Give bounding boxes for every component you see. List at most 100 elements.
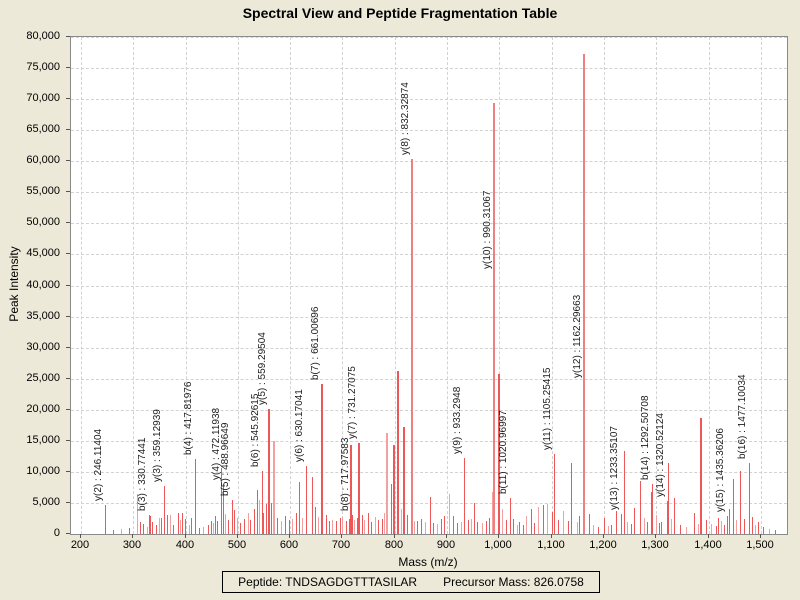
peak-bar [403,427,405,534]
fragment-peak-bar [321,384,323,534]
peak-bar [523,525,524,534]
fragment-peak-bar [652,484,653,534]
y-gridline [71,192,787,193]
fragment-peak-bar [105,505,106,534]
y-gridline [71,441,787,442]
x-gridline [81,37,82,534]
y-gridline [71,472,787,473]
peak-bar [417,521,418,534]
peak-bar [647,522,648,534]
y-tick-label: 15,000 [26,434,60,446]
peak-bar [266,504,267,534]
fragment-peak-bar [149,515,150,534]
peak-bar [668,463,669,534]
x-tick-label: 800 [384,539,404,551]
peptide-info-box: Peptide: TNDSAGDGTTTASILAR Precursor Mas… [222,571,600,593]
peak-bar [716,526,717,534]
peak-bar [178,513,179,534]
x-tick-mark [603,534,604,538]
y-tick-label: 40,000 [26,279,60,291]
y-gridline [71,348,787,349]
peak-bar [659,523,660,534]
fragment-peak-bar [464,458,465,534]
y-tick-mark [66,253,70,254]
fragment-ion-label: y(2) : 246.11404 [93,429,104,502]
y-gridline [71,37,787,38]
peak-bar [457,523,458,534]
y-tick-label: 20,000 [26,403,60,415]
x-tick-label: 700 [331,539,351,551]
peak-bar [257,490,258,534]
y-tick-mark [66,533,70,534]
x-gridline [186,37,187,534]
x-tick-label: 500 [227,539,247,551]
peak-bar [199,528,200,534]
peak-bar [299,482,300,534]
y-gridline [71,254,787,255]
peak-bar [371,522,372,534]
y-gridline [71,130,787,131]
peak-bar [700,418,702,534]
y-tick-label: 35,000 [26,310,60,322]
peak-bar [624,451,625,534]
x-gridline [761,37,762,534]
peak-bar [121,529,122,534]
fragment-ion-label: y(15) : 1435.36206 [715,428,726,512]
peak-bar [234,510,235,534]
peak-bar [237,518,238,534]
fragment-peak-bar [358,443,360,534]
peak-bar [616,511,617,534]
fragment-peak-bar [195,459,196,534]
y-gridline [71,410,787,411]
x-tick-mark [132,534,133,538]
x-gridline [290,37,291,534]
peak-bar [250,520,251,534]
fragment-ion-label: y(11) : 1105.25415 [542,368,553,451]
y-tick-label: 80,000 [26,30,60,42]
peak-bar [397,371,399,534]
peak-bar [474,503,475,534]
y-tick-mark [66,316,70,317]
fragment-peak-bar [352,515,353,534]
peak-bar [740,471,741,534]
y-gridline [71,161,787,162]
peak-bar [217,521,218,534]
peak-bar [736,520,737,534]
x-tick-mark [655,534,656,538]
peak-bar [543,505,544,534]
fragment-peak-bar [306,466,307,534]
peak-bar [526,516,527,534]
peak-bar [248,513,249,534]
peak-bar [407,515,408,534]
peak-bar [292,519,293,534]
peak-bar [430,497,431,534]
peak-bar [517,525,518,534]
x-tick-label: 1,300 [641,539,669,551]
y-tick-mark [66,222,70,223]
peak-bar [329,521,330,534]
fragment-peak-bar [727,516,728,534]
fragment-ion-label: y(10) : 990.31067 [482,190,493,270]
x-tick-label: 900 [436,539,456,551]
peak-bar [318,517,319,534]
y-gridline [71,68,787,69]
peak-bar [375,517,376,534]
y-tick-mark [66,440,70,441]
y-tick-mark [66,36,70,37]
peak-bar [634,508,635,534]
plot-area[interactable] [70,36,788,535]
y-tick-mark [66,129,70,130]
x-tick-mark [185,534,186,538]
fragment-peak-bar [232,500,233,534]
peak-bar [721,521,722,534]
x-gridline [447,37,448,534]
fragment-peak-bar [493,103,495,534]
peak-bar [156,525,157,534]
peak-bar [326,515,327,534]
peak-bar [752,517,753,534]
peak-bar [453,516,454,534]
peak-bar [259,500,260,534]
fragment-ion-label: b(11) : 1020.96997 [498,410,509,494]
fragment-ion-label: y(7) : 731.27075 [347,365,358,439]
x-gridline [133,37,134,534]
